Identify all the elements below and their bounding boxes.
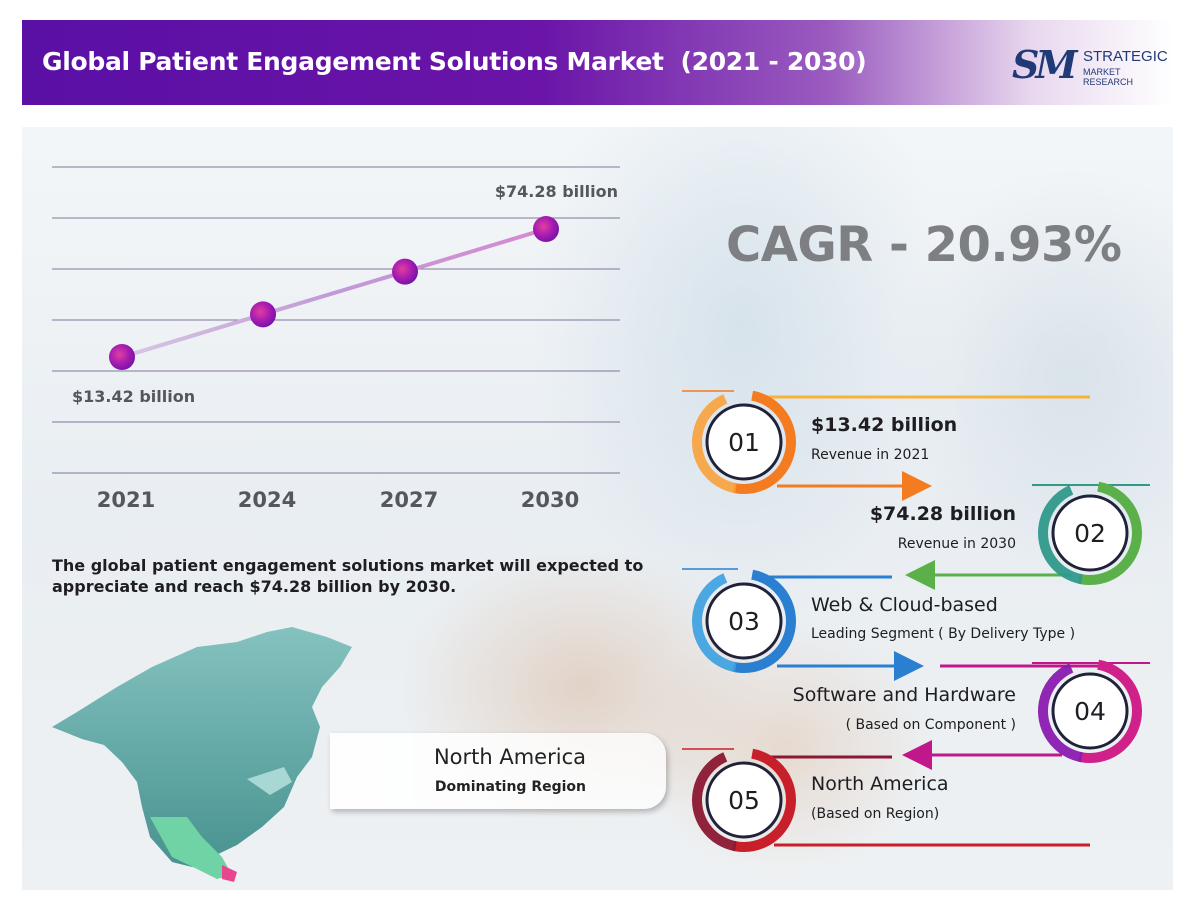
x-axis-ticks: 2021 2024 2027 2030 bbox=[97, 488, 579, 512]
region-name: North America bbox=[433, 745, 586, 769]
logo-text-line2: MARKET RESEARCH bbox=[1083, 67, 1134, 87]
market-line-chart: 2021 2024 2027 2030 $13.42 billion $74.28 b… bbox=[52, 166, 620, 512]
badge-02: 02 bbox=[1038, 481, 1142, 585]
market-summary-text: The global patient engagement solutions … bbox=[52, 556, 644, 596]
badge-03: 03 bbox=[692, 569, 796, 674]
data-point-2027 bbox=[392, 258, 418, 285]
fact-02-subtitle: Revenue in 2030 bbox=[897, 536, 1016, 552]
fact-04-title: Software and Hardware bbox=[792, 684, 1016, 706]
logo-mark: SM bbox=[1012, 42, 1077, 87]
badge-03-number: 03 bbox=[728, 607, 760, 636]
revenue-trend-line bbox=[121, 227, 547, 359]
fact-05-title: North America bbox=[811, 773, 949, 795]
region-subtitle: Dominating Region bbox=[434, 779, 586, 795]
x-tick-2030: 2030 bbox=[521, 488, 579, 512]
dominating-region-card: North America Dominating Region bbox=[330, 733, 666, 809]
chart-points bbox=[109, 216, 559, 370]
cagr-value: CAGR - 20.93% bbox=[726, 217, 1122, 273]
header-banner: Global Patient Engagement Solutions Mark… bbox=[22, 20, 1173, 105]
badge-05-number: 05 bbox=[728, 786, 760, 815]
badge-02-number: 02 bbox=[1074, 519, 1106, 548]
data-point-2021 bbox=[109, 344, 135, 370]
badge-01: 01 bbox=[692, 390, 796, 495]
infographic-panel: 2021 2024 2027 2030 $13.42 billion $74.28 b… bbox=[22, 127, 1173, 890]
fact-04-subtitle: ( Based on Component ) bbox=[845, 717, 1016, 733]
page-title: Global Patient Engagement Solutions Mark… bbox=[42, 47, 867, 76]
fact-03-title: Web & Cloud-based bbox=[811, 594, 998, 616]
logo-text-line1: STRATEGIC bbox=[1083, 48, 1168, 65]
company-logo: SM STRATEGIC MARKET RESEARCH bbox=[1012, 42, 1172, 87]
connector-lines bbox=[682, 390, 1150, 847]
x-tick-2027: 2027 bbox=[380, 488, 438, 512]
x-tick-2021: 2021 bbox=[97, 488, 155, 512]
key-facts-graphic: 01 02 03 04 05 bbox=[682, 390, 1150, 852]
badge-05: 05 bbox=[692, 748, 796, 852]
north-america-map bbox=[52, 627, 352, 882]
badge-04-number: 04 bbox=[1074, 697, 1106, 726]
fact-02-title: $74.28 billion bbox=[869, 503, 1016, 525]
fact-03-subtitle: Leading Segment ( By Delivery Type ) bbox=[811, 626, 1076, 642]
fact-01-title: $13.42 billion bbox=[811, 414, 958, 436]
fact-01-subtitle: Revenue in 2021 bbox=[811, 447, 930, 463]
badge-01-number: 01 bbox=[728, 428, 760, 457]
data-point-2024 bbox=[250, 301, 276, 328]
x-tick-2024: 2024 bbox=[238, 488, 296, 512]
fact-05-subtitle: (Based on Region) bbox=[811, 806, 940, 822]
badge-04: 04 bbox=[1038, 659, 1142, 764]
data-point-2030 bbox=[533, 216, 559, 242]
chart-gridlines bbox=[52, 166, 620, 474]
data-label-2021: $13.42 billion bbox=[72, 387, 195, 406]
data-label-2030: $74.28 billion bbox=[495, 182, 618, 201]
